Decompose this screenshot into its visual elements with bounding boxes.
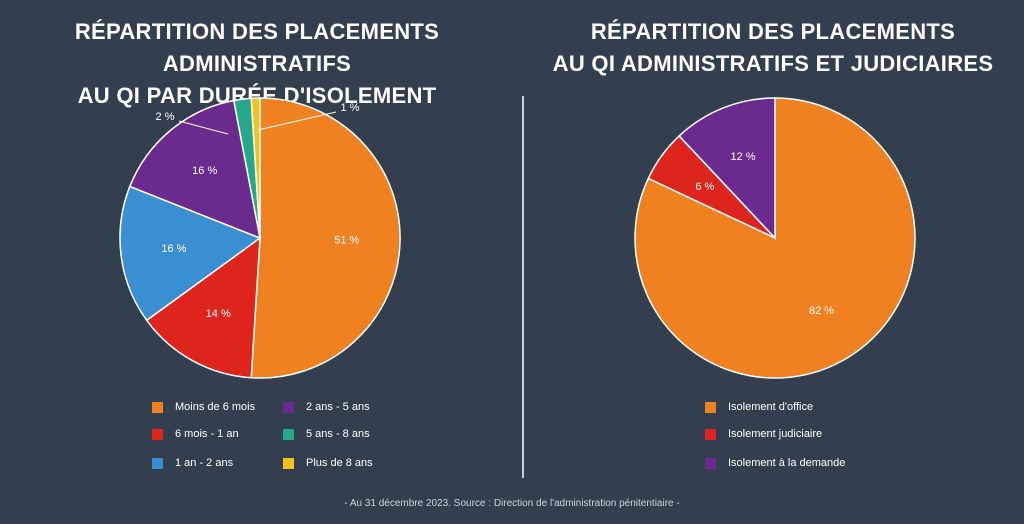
data-label-isolement-judiciaire: 6 % bbox=[695, 181, 714, 193]
legend-item-5-ans-8-ans: 5 ans - 8 ans bbox=[283, 428, 370, 440]
legend-item-6-mois-1-an: 6 mois - 1 an bbox=[152, 428, 239, 440]
source-footer: - Au 31 décembre 2023. Source : Directio… bbox=[344, 498, 680, 509]
legend-label: 6 mois - 1 an bbox=[175, 428, 239, 440]
pie-slice-2-ans-5-ans bbox=[128, 99, 261, 240]
legend-item-2-ans-5-ans: 2 ans - 5 ans bbox=[283, 401, 370, 413]
legend-swatch bbox=[283, 401, 294, 413]
duration-pie-chart: 51 % 14 % 16 % 16 % 2 % 1 % bbox=[119, 97, 401, 379]
legend-label: Plus de 8 ans bbox=[306, 457, 373, 469]
legend-item-isolement-d-office: Isolement d'office bbox=[705, 401, 813, 413]
legend-item-plus-de-8-ans: Plus de 8 ans bbox=[283, 457, 373, 469]
legend-swatch bbox=[152, 401, 163, 413]
data-label-6-mois-1-an: 14 % bbox=[206, 308, 231, 320]
pie-slice-plus-de-8-ans bbox=[250, 97, 261, 239]
data-label-2-ans-5-ans: 16 % bbox=[192, 165, 217, 177]
data-label-moins-de-6-mois: 51 % bbox=[334, 235, 359, 247]
legend-item-1-an-2-ans: 1 an - 2 ans bbox=[152, 457, 233, 469]
legend-label: Isolement judiciaire bbox=[728, 428, 823, 440]
right-chart-title-line1: Répartition des placements bbox=[590, 19, 956, 44]
legend-swatch bbox=[705, 457, 716, 469]
legend-label: Moins de 6 mois bbox=[175, 401, 256, 413]
legend-swatch bbox=[152, 428, 163, 440]
data-label-plus-de-8-ans: 1 % bbox=[341, 102, 360, 114]
left-chart-title: Répartition des placements administratif… bbox=[17, 16, 497, 112]
right-chart-title-line2: au QI administratifs et judiciaires bbox=[552, 51, 994, 76]
pie-slice-moins-de-6-mois bbox=[250, 97, 401, 379]
legend-label: 2 ans - 5 ans bbox=[306, 401, 370, 413]
chart-divider bbox=[522, 96, 524, 478]
legend-label: Isolement à la demande bbox=[728, 457, 846, 469]
legend-label: 5 ans - 8 ans bbox=[306, 428, 370, 440]
legend-swatch bbox=[283, 428, 294, 440]
legend-swatch bbox=[705, 428, 716, 440]
right-chart-title: Répartition des placements au QI adminis… bbox=[533, 16, 1013, 80]
legend-swatch bbox=[705, 401, 716, 413]
data-label-5-ans-8-ans: 2 % bbox=[156, 111, 175, 123]
data-label-1-an-2-ans: 16 % bbox=[161, 243, 186, 255]
legend-item-isolement-a-la-demande: Isolement à la demande bbox=[705, 457, 845, 469]
pie-slice-1-an-2-ans bbox=[119, 185, 262, 322]
legend-label: Isolement d'office bbox=[728, 401, 814, 413]
pie-slice-6-mois-1-an bbox=[145, 236, 261, 379]
placement-type-pie-chart: 82 % 6 % 12 % bbox=[634, 97, 916, 379]
legend-item-isolement-judiciaire: Isolement judiciaire bbox=[705, 428, 822, 440]
pie-slice-isolement-a-la-demande bbox=[678, 97, 776, 240]
legend-swatch bbox=[152, 457, 163, 469]
leader-line-5-ans-8-ans bbox=[178, 120, 229, 135]
data-label-isolement-a-la-demande: 12 % bbox=[730, 151, 755, 163]
legend-swatch bbox=[283, 457, 294, 469]
legend-item-moins-de-6-mois: Moins de 6 mois bbox=[152, 401, 255, 413]
data-label-isolement-d-office: 82 % bbox=[809, 305, 834, 317]
leader-line-plus-de-8-ans bbox=[257, 111, 337, 131]
left-chart-title-line1: Répartition des placements administratif… bbox=[74, 19, 440, 76]
legend-label: 1 an - 2 ans bbox=[175, 457, 234, 469]
